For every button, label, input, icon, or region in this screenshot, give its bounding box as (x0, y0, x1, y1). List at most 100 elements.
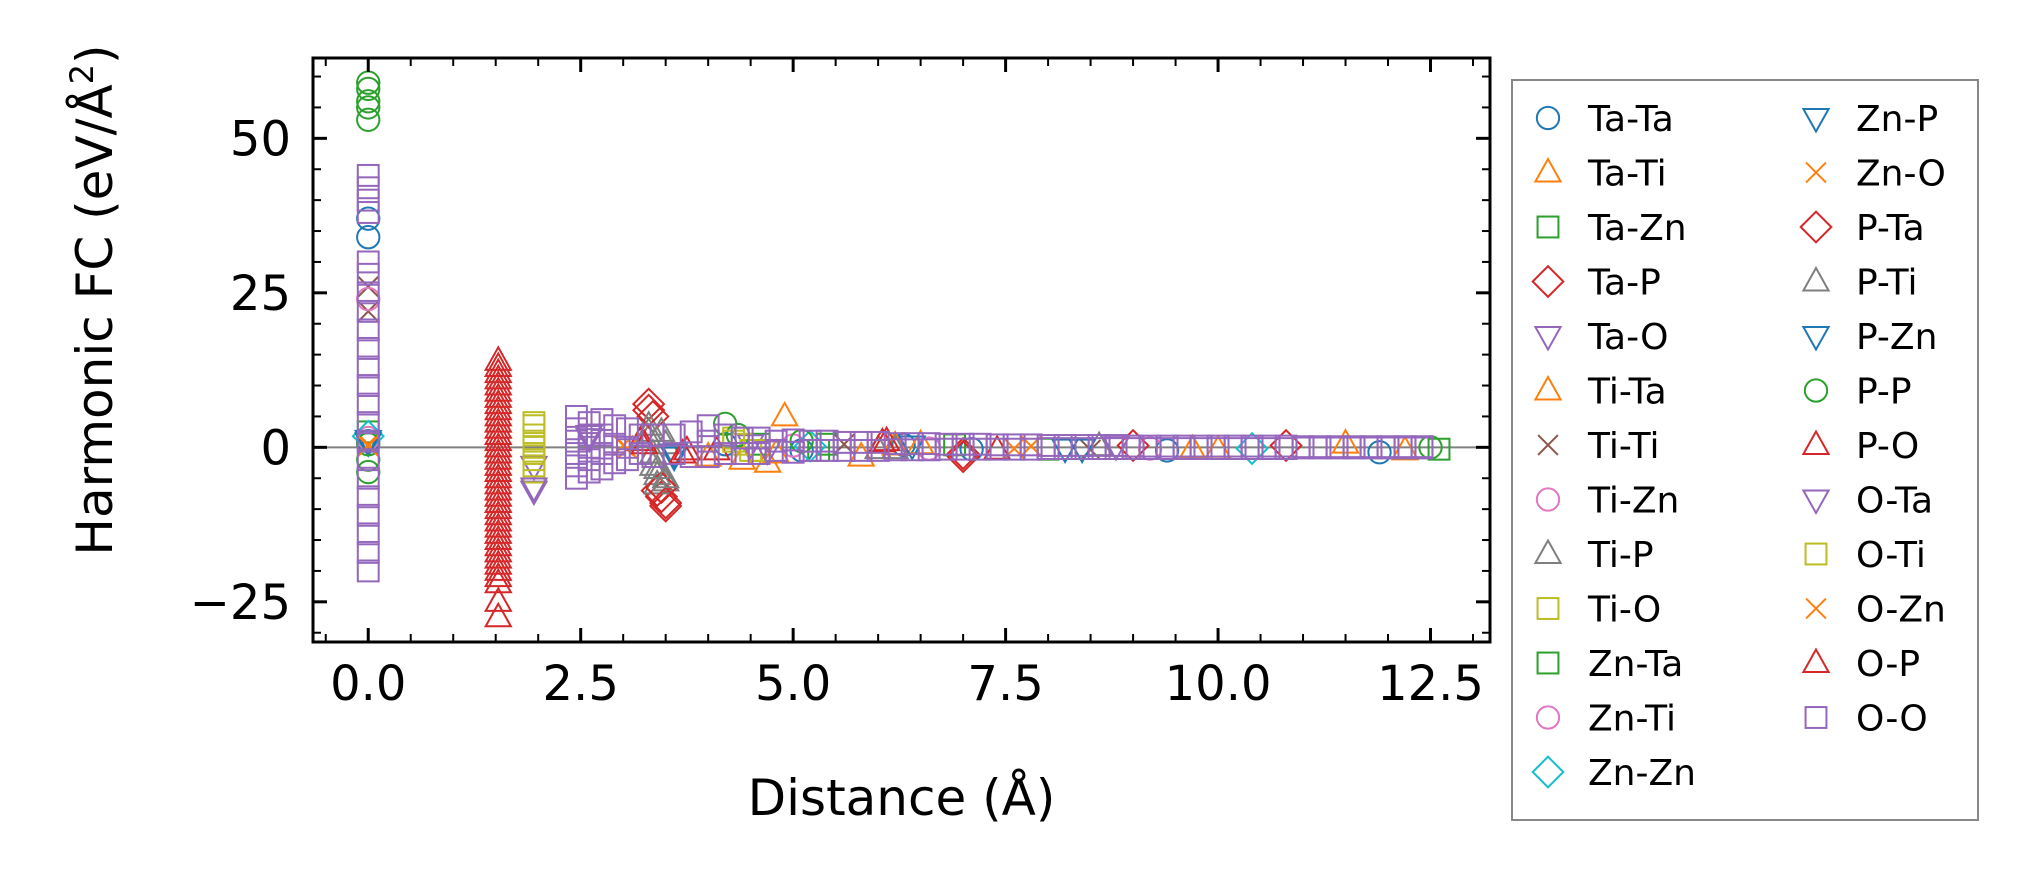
y-axis-title: Harmonic FC (eV/Å2) (63, 44, 124, 555)
legend-marker (1536, 651, 1560, 675)
data-point (696, 429, 720, 453)
legend-label: Ta-Zn (1587, 208, 1687, 249)
data-point (356, 540, 380, 564)
data-point (730, 426, 754, 450)
data-point (565, 466, 588, 490)
x-tick-label: 12.5 (1377, 656, 1484, 712)
data-point (357, 276, 379, 298)
data-point (832, 438, 856, 462)
data-point (1410, 436, 1434, 460)
legend-item-o-zn: O-Zn (1805, 590, 1946, 631)
data-point (483, 549, 513, 575)
data-point (356, 355, 380, 379)
data-point (483, 394, 513, 421)
data-point (577, 435, 601, 459)
data-point (356, 89, 381, 114)
data-point (934, 437, 958, 461)
data-point (483, 567, 513, 594)
data-point (356, 299, 380, 323)
data-point (483, 561, 513, 588)
legend-label: Zn-Ti (1588, 699, 1676, 740)
data-point (713, 423, 737, 447)
series-o-o (356, 163, 1434, 583)
legend-marker (1535, 487, 1561, 512)
data-point (356, 411, 380, 435)
legend-item-ta-ti: Ta-Ti (1533, 154, 1667, 195)
data-point (1053, 437, 1077, 461)
series-o-p (483, 351, 897, 588)
data-point (1172, 437, 1196, 461)
legend-marker (1801, 429, 1831, 455)
data-point (483, 376, 513, 402)
data-point (565, 442, 588, 465)
data-point (1331, 428, 1360, 454)
data-point (356, 374, 380, 397)
data-point (565, 429, 588, 453)
data-point (483, 345, 513, 371)
data-point (951, 437, 975, 461)
legend-marker (1801, 326, 1831, 352)
legend-item-ti-ta: Ti-Ta (1533, 372, 1667, 413)
data-point (1393, 436, 1417, 460)
data-point (483, 369, 513, 396)
data-point (1223, 437, 1247, 461)
legend-label: O-P (1856, 644, 1920, 685)
data-point (590, 442, 614, 465)
data-point (522, 414, 546, 438)
legend-label: Ta-O (1587, 317, 1668, 358)
data-point (603, 414, 627, 438)
data-point (900, 438, 924, 462)
data-point (1308, 436, 1332, 460)
legend-box (1511, 79, 1979, 821)
data-point (696, 414, 720, 438)
data-point (668, 437, 697, 464)
data-point (1325, 436, 1349, 460)
data-point (483, 555, 513, 581)
data-point (798, 438, 822, 462)
data-point (357, 300, 379, 322)
plot-area: 0.0 2.5 5.0 7.5 10.0 12.5 −25 0 25 50 (190, 56, 1492, 712)
axis-ticks: 0.0 2.5 5.0 7.5 10.0 12.5 −25 0 25 50 (190, 58, 1490, 712)
legend-item-zn-ta: Zn-Ta (1536, 644, 1683, 685)
data-point (519, 477, 549, 504)
data-point (483, 425, 513, 452)
data-point (483, 505, 513, 532)
legend-item-ta-zn: Ta-Zn (1536, 208, 1687, 249)
data-point (1206, 437, 1230, 461)
data-point (577, 448, 601, 472)
data-marks (351, 70, 1451, 628)
data-point (483, 481, 513, 507)
data-point (883, 438, 907, 462)
legend-label: P-Zn (1856, 317, 1937, 358)
data-point (634, 410, 663, 436)
x-tick-label: 0.0 (330, 656, 406, 712)
data-point (574, 428, 604, 454)
data-point (483, 524, 513, 551)
data-point (565, 417, 588, 441)
data-point (590, 457, 614, 481)
data-point (713, 442, 737, 465)
data-point (356, 76, 381, 102)
data-point (356, 225, 381, 250)
x-tick-label: 10.0 (1165, 656, 1272, 712)
data-point (356, 188, 380, 212)
x-axis-title: Distance (Å) (748, 769, 1056, 827)
legend-marker (1531, 755, 1565, 789)
data-point (483, 536, 513, 563)
data-point (651, 462, 680, 489)
data-point (696, 445, 720, 469)
data-point (522, 429, 546, 453)
legend-item-zn-ti: Zn-Ti (1535, 699, 1676, 740)
data-point (651, 465, 680, 492)
legend-marker (1531, 264, 1565, 299)
legend-item-p-o: P-O (1801, 426, 1919, 467)
data-point (577, 423, 601, 447)
data-point (1138, 437, 1162, 461)
legend-marker (1533, 538, 1563, 564)
legend-label: Ti-P (1587, 535, 1654, 576)
data-point (522, 442, 546, 465)
data-point (590, 423, 614, 447)
legend-label: Ta-P (1587, 263, 1661, 304)
data-point (679, 420, 703, 444)
data-point (968, 437, 992, 461)
